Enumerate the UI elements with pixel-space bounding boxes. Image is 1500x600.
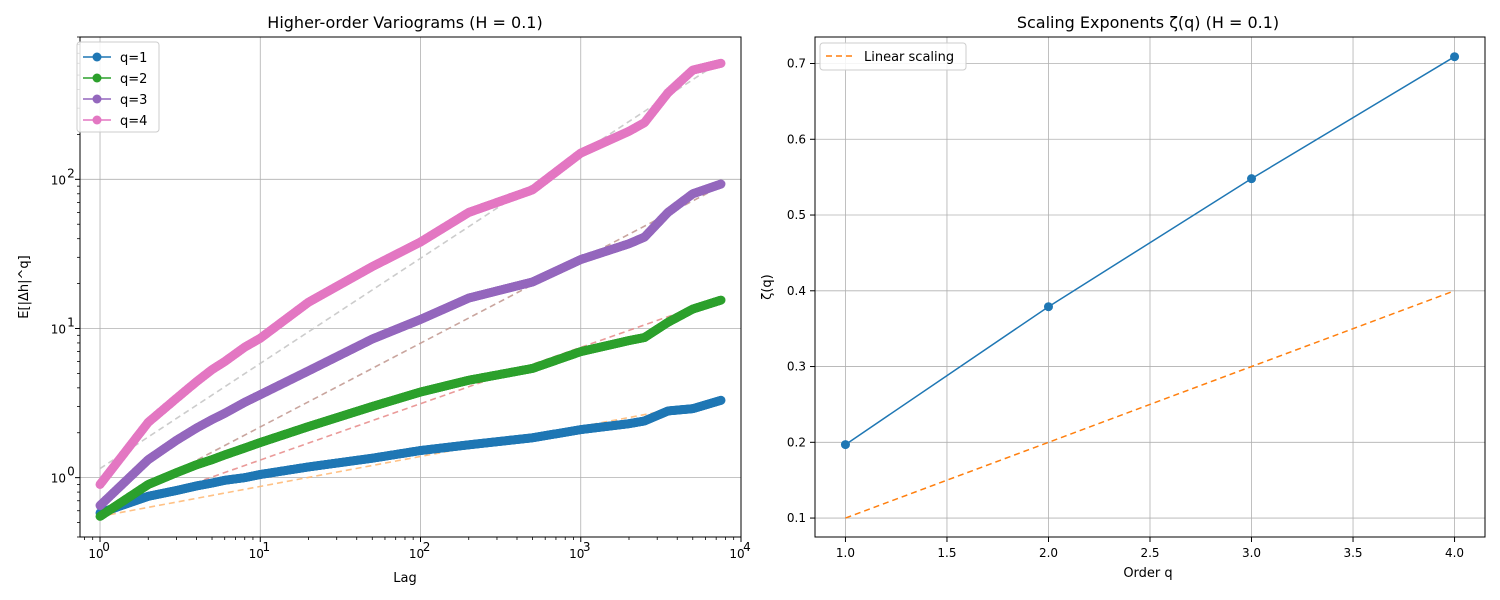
exponents-y-label: ζ(q) [760,274,775,299]
exponents-x-tick-label: 2.5 [1140,546,1159,560]
variogram-x-tick-exponent: 0 [102,540,110,554]
exponents-panel: 1.0 1.5 2.0 2.5 3.0 3.5 4.0 0.1 0.2 0.3 0.4 0.5 0.6… [760,13,1486,581]
exponents-x-tick-label: 4.0 [1445,546,1464,560]
exponents-x-tick-label: 3.5 [1343,546,1362,560]
variogram-point [716,58,726,68]
variogram-title: Higher-order Variograms (H = 0.1) [267,13,542,32]
exponents-series-2 [845,290,1455,519]
variogram-point [716,179,726,189]
zeta-point [1450,52,1460,62]
variogram-series-4 [95,58,726,489]
variogram-legend-label: q=4 [120,114,147,129]
exponents-x-label: Order q [1123,566,1172,581]
exponents-x-tick-label: 1.5 [937,546,956,560]
variogram-legend-swatch-marker [92,115,102,125]
exponents-x-tick-label: 2.0 [1039,546,1058,560]
variogram-y-tick-exponent: 2 [67,166,75,180]
variogram-fit-lines [99,60,722,518]
exponents-y-tick-label: 0.2 [787,435,806,449]
variogram-x-tick-label: 10 [409,547,424,561]
zeta-point [1247,174,1257,184]
variogram-series-3 [95,179,726,511]
variogram-x-tick-label: 10 [729,547,744,561]
variogram-axes-frame [79,36,742,538]
exponents-y-tick-label: 0.7 [787,57,806,71]
variogram-x-tick-label: 10 [569,547,584,561]
variogram-legend-label: q=1 [120,51,147,66]
variogram-x-tick-exponent: 3 [583,540,591,554]
variogram-legend-box [76,41,160,133]
exponents-title: Scaling Exponents ζ(q) (H = 0.1) [1017,13,1279,32]
variogram-x-tick-exponent: 1 [262,540,270,554]
exponents-y-tick-label: 0.5 [787,208,806,222]
variogram-legend-swatch-marker [92,52,102,62]
variogram-series [95,58,726,521]
exponents-y-tick-label: 0.1 [787,511,806,525]
variogram-x-tick-exponent: 2 [423,540,431,554]
exponents-y-tick-label: 0.4 [787,284,806,298]
variogram-series-2 [95,295,726,521]
linear-scaling-line [845,290,1455,519]
zeta-point [840,440,850,450]
exponents-legend-box [819,42,967,71]
exponents-grid [815,37,1485,537]
variogram-x-ticks: 100 101 102 103 104 [84,537,751,561]
variogram-point [716,395,726,405]
variogram-series-1 [95,395,726,518]
variogram-y-tick-exponent: 1 [67,315,75,329]
variogram-fit-line-q3 [99,185,722,512]
zeta-line [845,56,1455,446]
exponents-series-1 [840,52,1460,450]
variogram-legend-swatch-marker [92,94,102,104]
exponents-y-ticks: 0.1 0.2 0.3 0.4 0.5 0.6 0.7 [787,57,815,525]
exponents-x-tick-label: 3.0 [1242,546,1261,560]
variogram-x-tick-label: 10 [249,547,264,561]
exponents-x-tick-label: 1.0 [836,546,855,560]
variogram-y-tick-label: 10 [51,472,66,486]
exponents-y-tick-label: 0.3 [787,360,806,374]
variogram-y-label: E[|Δh|^q] [17,255,32,318]
variogram-y-tick-exponent: 0 [67,465,75,479]
variogram-legend-label: q=3 [120,93,147,108]
variogram-fit-line-q1 [99,399,722,518]
exponents-series [840,52,1460,519]
variogram-x-tick-label: 10 [88,547,103,561]
variogram-point [716,295,726,305]
zeta-point [1043,302,1053,312]
variogram-fit-line-q4 [99,60,722,470]
variogram-y-tick-label: 10 [51,322,66,336]
variogram-y-tick-label: 10 [51,173,66,187]
exponents-y-tick-label: 0.6 [787,132,806,146]
variogram-x-tick-exponent: 4 [743,540,751,554]
variogram-legend-swatch-marker [92,73,102,83]
variogram-x-label: Lag [393,571,416,586]
exponents-legend: Linear scaling [819,42,967,71]
variogram-grid [80,37,742,537]
exponents-x-ticks: 1.0 1.5 2.0 2.5 3.0 3.5 4.0 [836,537,1464,560]
variogram-legend-label: q=2 [120,72,147,87]
variogram-legend: q=1 q=2 q=3 q=4 [76,41,160,133]
exponents-legend-label: Linear scaling [864,50,954,65]
